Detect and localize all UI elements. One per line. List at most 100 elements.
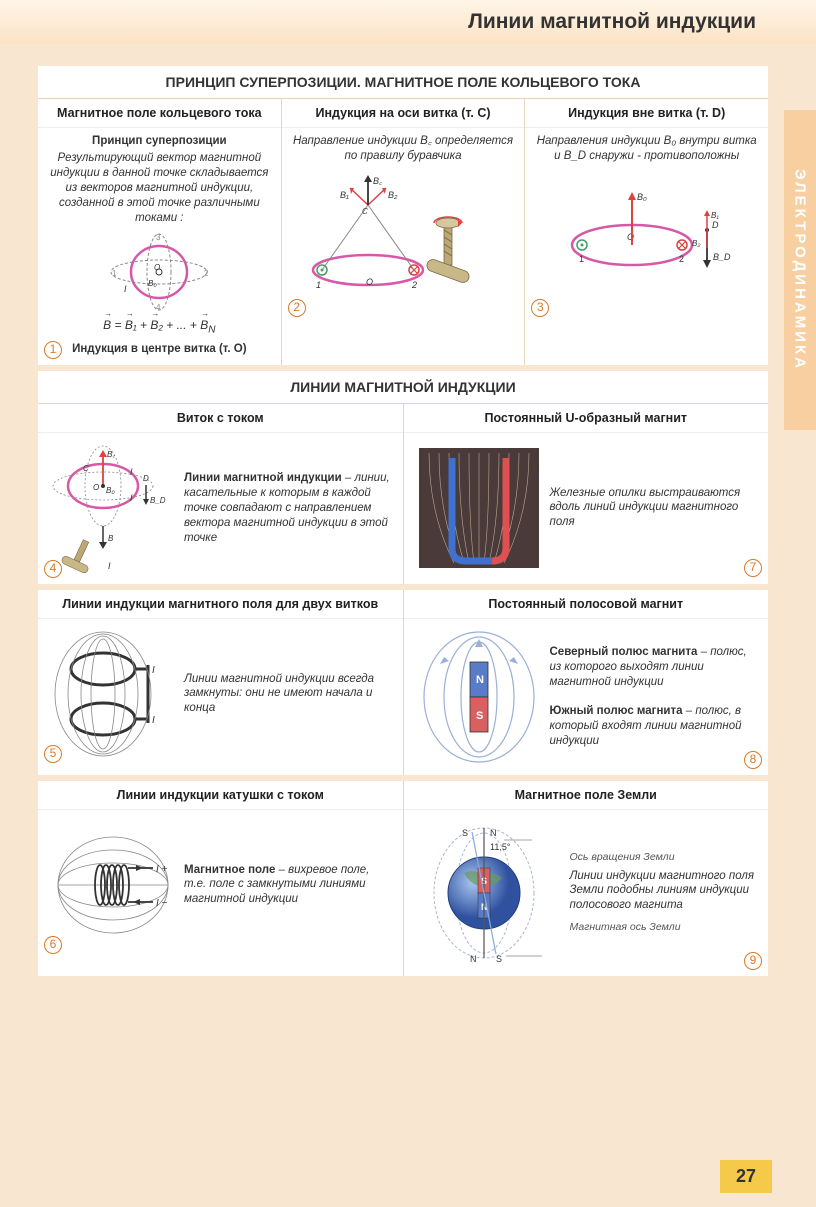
circle-9: 9 <box>744 952 762 970</box>
col3-body: Направления индукции B₀ внутри витка и B… <box>525 128 768 323</box>
svg-text:B₁: B₁ <box>340 190 349 200</box>
svg-text:N: N <box>476 674 484 686</box>
col2-diagram: 1 2 O B₁ B₂ B꜀ C <box>290 170 517 300</box>
col-axis-c: Индукция на оси витка (т. C) Направление… <box>282 99 526 365</box>
svg-text:O: O <box>366 277 373 287</box>
svg-text:I +: I + <box>156 864 168 875</box>
svg-text:I: I <box>152 715 155 726</box>
cell6-body: I + I − Магнитное поле – вихревое поле, … <box>38 810 403 960</box>
cell4-text: Линии магнитной индукции – линии, касате… <box>178 471 393 546</box>
section1-title: ПРИНЦИП СУПЕРПОЗИЦИИ. МАГНИТНОЕ ПОЛЕ КОЛ… <box>38 66 768 99</box>
cell-umagnet: Постоянный U-образный магнит <box>404 404 769 584</box>
svg-text:B꜀: B꜀ <box>373 176 383 186</box>
svg-text:B_D: B_D <box>713 252 731 262</box>
cell4-fig: B꜀ C O B₀ D B_D I I B <box>48 441 178 576</box>
svg-text:2: 2 <box>679 254 684 264</box>
svg-text:B₀: B₀ <box>637 192 647 202</box>
cell4-header: Виток с током <box>38 404 403 433</box>
svg-text:S: S <box>462 828 468 838</box>
cell9-em: Линии индукции магнитного поля Земли под… <box>570 870 755 912</box>
cell8-fig: N S <box>414 627 544 767</box>
col1-diagram: O 1 2 3 4 I B₀ <box>46 232 273 312</box>
cell-solenoid: Линии индукции катушки с током <box>38 781 404 976</box>
svg-text:1: 1 <box>316 280 321 290</box>
svg-text:B: B <box>108 534 114 543</box>
circle-8: 8 <box>744 751 762 769</box>
circle-1: 1 <box>44 341 62 359</box>
svg-text:I: I <box>152 665 155 676</box>
col2-header: Индукция на оси витка (т. C) <box>282 99 525 128</box>
svg-text:N: N <box>490 828 497 838</box>
svg-text:I −: I − <box>156 898 168 909</box>
cell-earth: Магнитное поле Земли <box>404 781 769 976</box>
row-a: Виток с током B꜀ C O B₀ D <box>38 404 768 584</box>
cell6-text: Магнитное поле – вихревое поле, т.е. пол… <box>178 863 393 908</box>
svg-text:11,5°: 11,5° <box>490 842 511 852</box>
cell7-body: Железные опилки выстраиваются вдоль лини… <box>404 433 769 583</box>
cell6-fig: I + I − <box>48 820 178 950</box>
cell7-em: Железные опилки выстраиваются вдоль лини… <box>550 487 741 529</box>
cell9-axis2: Магнитная ось Земли <box>570 921 759 935</box>
col3-italic: Направления индукции B₀ внутри витка и B… <box>533 134 760 164</box>
cell5-text: Линии магнитной индукции всегда замкнуты… <box>178 672 393 717</box>
svg-text:B₀: B₀ <box>148 279 157 288</box>
col3-header: Индукция вне витка (т. D) <box>525 99 768 128</box>
svg-text:2: 2 <box>411 280 417 290</box>
svg-text:C: C <box>362 207 368 216</box>
svg-text:B꜀: B꜀ <box>107 450 115 459</box>
col1-subhead: Принцип суперпозиции <box>46 134 273 149</box>
cell8-b1: Северный полюс магнита <box>550 646 698 658</box>
col1-formula: B = B₁ + B₂ + ... + BN <box>46 318 273 336</box>
svg-text:D: D <box>143 474 149 483</box>
svg-text:C: C <box>83 464 89 473</box>
svg-text:B₂: B₂ <box>692 239 700 248</box>
svg-text:N: N <box>470 954 477 964</box>
cell9-fig: S N S N N S 11,5° <box>414 818 564 968</box>
cell7-header: Постоянный U-образный магнит <box>404 404 769 433</box>
col2-body: Направление индукции B꜀ определяется по … <box>282 128 525 323</box>
svg-text:O: O <box>93 483 99 492</box>
svg-text:3: 3 <box>156 233 161 242</box>
cell6-header: Линии индукции катушки с током <box>38 781 403 810</box>
side-tab: ЭЛЕКТРОДИНАМИКА <box>784 110 816 430</box>
svg-text:O: O <box>154 263 160 272</box>
row-c: Линии индукции катушки с током <box>38 781 768 976</box>
cell4-body: B꜀ C O B₀ D B_D I I B <box>38 433 403 584</box>
svg-text:D: D <box>712 220 719 230</box>
cell5-body: I I Линии магнитной индукции всегда замк… <box>38 619 403 769</box>
svg-text:B_D: B_D <box>150 496 166 505</box>
side-tab-label: ЭЛЕКТРОДИНАМИКА <box>792 169 809 371</box>
col1-caption: Индукция в центре витка (т. O) <box>46 342 273 357</box>
circle-2: 2 <box>288 299 306 317</box>
col-superposition: Магнитное поле кольцевого тока Принцип с… <box>38 99 282 365</box>
svg-text:S: S <box>496 954 502 964</box>
cell-bar-magnet: Постоянный полосовой магнит N S <box>404 590 769 775</box>
cell5-header: Линии индукции магнитного поля для двух … <box>38 590 403 619</box>
cell-loop: Виток с током B꜀ C O B₀ D <box>38 404 404 584</box>
col1-italic: Результирующий вектор магнитной индукции… <box>46 151 273 226</box>
circle-3: 3 <box>531 299 549 317</box>
cell8-b2: Южный полюс магнита <box>550 705 683 717</box>
col-outside-d: Индукция вне витка (т. D) Направления ин… <box>525 99 768 365</box>
svg-text:1: 1 <box>112 269 117 278</box>
svg-text:1: 1 <box>579 254 584 264</box>
cell8-body: N S Северный полюс магнита – полюс, из к… <box>404 619 769 775</box>
page-title-bar: Линии магнитной индукции <box>0 0 816 44</box>
svg-text:B₁: B₁ <box>711 211 719 220</box>
content-area: ПРИНЦИП СУПЕРПОЗИЦИИ. МАГНИТНОЕ ПОЛЕ КОЛ… <box>38 66 768 976</box>
cell6-bold: Магнитное поле <box>184 864 275 876</box>
cell4-bold: Линии магнитной индукции <box>184 472 342 484</box>
page-title: Линии магнитной индукции <box>468 10 756 34</box>
col3-diagram: 1 2 O B₀ D B₁ B_D <box>533 170 760 300</box>
cell9-header: Магнитное поле Земли <box>404 781 769 810</box>
cell5-em: Линии магнитной индукции всегда замкнуты… <box>184 673 374 715</box>
col1-header: Магнитное поле кольцевого тока <box>38 99 281 128</box>
col2-italic: Направление индукции B꜀ определяется по … <box>290 134 517 164</box>
circle-4: 4 <box>44 560 62 578</box>
svg-text:B₂: B₂ <box>388 190 398 200</box>
circle-5: 5 <box>44 745 62 763</box>
svg-text:S: S <box>476 710 483 722</box>
cell9-axis1: Ось вращения Земли <box>570 851 759 865</box>
col1-body: Принцип суперпозиции Результирующий вект… <box>38 128 281 365</box>
cell7-fig <box>414 443 544 573</box>
